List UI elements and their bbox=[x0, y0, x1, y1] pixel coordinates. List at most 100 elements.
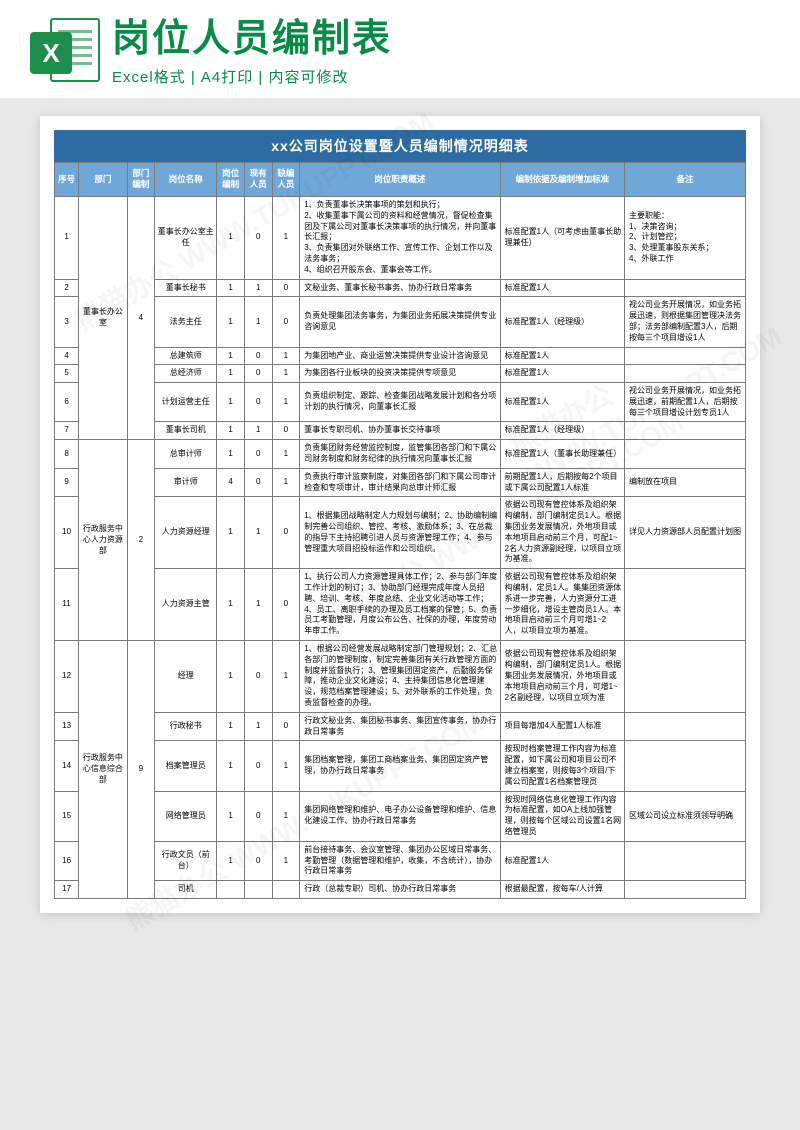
cell-standard: 标准配置1人（董事长助理兼任） bbox=[500, 440, 624, 469]
cell-lack: 1 bbox=[272, 365, 300, 383]
cell-current: 0 bbox=[244, 196, 272, 279]
cell-current: 1 bbox=[244, 279, 272, 297]
cell-lack: 0 bbox=[272, 279, 300, 297]
cell-position: 董事长司机 bbox=[155, 422, 217, 440]
cell-index: 1 bbox=[55, 196, 79, 279]
cell-position: 计划运营主任 bbox=[155, 383, 217, 422]
cell-position: 人力资源经理 bbox=[155, 497, 217, 569]
cell-pos-count: 1 bbox=[217, 279, 245, 297]
cell-dept: 行政服务中心信息综合部 bbox=[79, 641, 127, 899]
col-pos-count: 岗位编制 bbox=[217, 163, 245, 197]
cell-note bbox=[625, 741, 746, 791]
cell-note bbox=[625, 279, 746, 297]
table-row: 16行政文员（前台）101前台接待事务、会议室管理、集团办公区域日常事务、考勤管… bbox=[55, 841, 746, 880]
table-row: 5总经济师101为集团各行业板块的投资决策提供专项意见标准配置1人 bbox=[55, 365, 746, 383]
col-dept: 部门 bbox=[79, 163, 127, 197]
cell-note: 视公司业务开展情况，如业务拓展迅速，前期配置1人，后期按每三个项目增设计划专员1… bbox=[625, 383, 746, 422]
cell-pos-count: 1 bbox=[217, 841, 245, 880]
cell-note bbox=[625, 841, 746, 880]
table-row: 1董事长办公室4董事长办公室主任1011、负责董事长决策事项的策划和执行；2、收… bbox=[55, 196, 746, 279]
cell-position: 总经济师 bbox=[155, 365, 217, 383]
cell-lack: 1 bbox=[272, 841, 300, 880]
cell-index: 6 bbox=[55, 383, 79, 422]
cell-desc: 1、根据公司经营发展战略制定部门管理规划；2、汇总各部门的管理制度，制定完善集团… bbox=[300, 641, 500, 713]
cell-note bbox=[625, 569, 746, 641]
cell-standard: 依据公司现有管控体系及组织架构编制，定员1人。集集团资源体系进一步完善，人力资源… bbox=[500, 569, 624, 641]
cell-standard: 标准配置1人（可考虑由董事长助理兼任） bbox=[500, 196, 624, 279]
cell-note: 视公司业务开展情况，如业务拓展迅速，则根据集团管理决法务部；法务部编制配置3人，… bbox=[625, 297, 746, 347]
cell-standard: 标准配置1人（经理级） bbox=[500, 422, 624, 440]
cell-lack: 0 bbox=[272, 712, 300, 741]
cell-current: 0 bbox=[244, 841, 272, 880]
cell-position: 法务主任 bbox=[155, 297, 217, 347]
cell-pos-count: 1 bbox=[217, 712, 245, 741]
cell-index: 16 bbox=[55, 841, 79, 880]
cell-index: 5 bbox=[55, 365, 79, 383]
cell-lack: 0 bbox=[272, 497, 300, 569]
cell-current: 0 bbox=[244, 468, 272, 497]
cell-note bbox=[625, 422, 746, 440]
page-header: X 岗位人员编制表 Excel格式 | A4打印 | 内容可修改 bbox=[0, 0, 800, 98]
cell-desc: 行政（总裁专职）司机、协办行政日常事务 bbox=[300, 881, 500, 899]
table-row: 6计划运营主任101负责组织制定、跟踪、检查集团战略发展计划和各分项计划的执行情… bbox=[55, 383, 746, 422]
cell-lack: 1 bbox=[272, 347, 300, 365]
cell-desc: 负责组织制定、跟踪、检查集团战略发展计划和各分项计划的执行情况，向董事长汇报 bbox=[300, 383, 500, 422]
cell-index: 13 bbox=[55, 712, 79, 741]
cell-desc: 负责处理集团法务事务，为集团业务拓展决策提供专业咨询意见 bbox=[300, 297, 500, 347]
cell-desc: 前台接待事务、会议室管理、集团办公区域日常事务、考勤管理（数据管理和维护，收集，… bbox=[300, 841, 500, 880]
table-row: 10人力资源经理1101、根据集团战略制定人力规划与编制；2、协助编制编制完善公… bbox=[55, 497, 746, 569]
cell-position: 行政文员（前台） bbox=[155, 841, 217, 880]
cell-standard: 标准配置1人 bbox=[500, 841, 624, 880]
col-desc: 岗位职责概述 bbox=[300, 163, 500, 197]
cell-index: 7 bbox=[55, 422, 79, 440]
cell-standard: 按现时档案管理工作内容为标准配置，如下属公司和项目公司不建立档案室，则按每3个项… bbox=[500, 741, 624, 791]
cell-desc: 集团网络管理和维护、电子办公设备管理和维护、信息化建设工作、协办行政日常事务 bbox=[300, 791, 500, 841]
cell-pos-count: 1 bbox=[217, 347, 245, 365]
cell-current: 0 bbox=[244, 641, 272, 713]
cell-lack: 0 bbox=[272, 569, 300, 641]
cell-index: 9 bbox=[55, 468, 79, 497]
table-row: 13行政秘书110行政文秘业务、集团秘书事务、集团宣传事务，协办行政日常事务项目… bbox=[55, 712, 746, 741]
col-current: 现有人员 bbox=[244, 163, 272, 197]
cell-desc: 集团档案管理，集团工商档案业务、集团固定资产管理，协办行政日常事务 bbox=[300, 741, 500, 791]
excel-icon: X bbox=[30, 18, 100, 88]
table-row: 7董事长司机110董事长专职司机、协办董事长交待事项标准配置1人（经理级） bbox=[55, 422, 746, 440]
cell-note bbox=[625, 712, 746, 741]
cell-pos-count: 1 bbox=[217, 383, 245, 422]
cell-current: 1 bbox=[244, 422, 272, 440]
cell-dept-count: 9 bbox=[127, 641, 155, 899]
cell-index: 2 bbox=[55, 279, 79, 297]
cell-position: 行政秘书 bbox=[155, 712, 217, 741]
cell-standard: 项目每增加4人配置1人标准 bbox=[500, 712, 624, 741]
cell-desc: 1、执行公司人力资源管理具体工作；2、参与部门年度工作计划的制订；3、协助部门经… bbox=[300, 569, 500, 641]
cell-desc: 1、负责董事长决策事项的策划和执行；2、收集董事下属公司的资料和经营情况，督促检… bbox=[300, 196, 500, 279]
cell-standard: 依据公司现有管控体系及组织架构编制，部门编制定员1人。根据集团业务发展情况，外地… bbox=[500, 497, 624, 569]
cell-desc: 负责集团财务经营监控制度，监管集团各部门和下属公司财务制度和财务纪律的执行情况向… bbox=[300, 440, 500, 469]
cell-lack: 1 bbox=[272, 440, 300, 469]
cell-lack: 1 bbox=[272, 641, 300, 713]
cell-desc: 为集团各行业板块的投资决策提供专项意见 bbox=[300, 365, 500, 383]
cell-note: 主要职能：1、决策咨询；2、计划管控；3、处理董事股东关系；4、外联工作 bbox=[625, 196, 746, 279]
cell-current: 0 bbox=[244, 383, 272, 422]
cell-index: 4 bbox=[55, 347, 79, 365]
cell-pos-count: 1 bbox=[217, 196, 245, 279]
cell-position: 档案管理员 bbox=[155, 741, 217, 791]
col-position: 岗位名称 bbox=[155, 163, 217, 197]
cell-current: 1 bbox=[244, 712, 272, 741]
cell-standard: 按现时网络信息化管理工作内容为标准配置，如OA上线加强管理，则按每个区域公司设置… bbox=[500, 791, 624, 841]
cell-desc: 行政文秘业务、集团秘书事务、集团宣传事务，协办行政日常事务 bbox=[300, 712, 500, 741]
cell-standard: 标准配置1人（经理级） bbox=[500, 297, 624, 347]
col-index: 序号 bbox=[55, 163, 79, 197]
cell-position: 司机 bbox=[155, 881, 217, 899]
col-lack: 缺编人员 bbox=[272, 163, 300, 197]
cell-pos-count: 1 bbox=[217, 497, 245, 569]
cell-current: 0 bbox=[244, 365, 272, 383]
cell-index: 14 bbox=[55, 741, 79, 791]
table-row: 12行政服务中心信息综合部9经理1011、根据公司经营发展战略制定部门管理规划；… bbox=[55, 641, 746, 713]
cell-lack: 1 bbox=[272, 468, 300, 497]
cell-pos-count: 1 bbox=[217, 569, 245, 641]
cell-current: 0 bbox=[244, 347, 272, 365]
cell-standard: 依据公司现有管控体系及组织架构编制，部门编制定员1人。根据集团业务发展情况，外地… bbox=[500, 641, 624, 713]
table-row: 2董事长秘书110文秘业务、董事长秘书事务、协办行政日常事务标准配置1人 bbox=[55, 279, 746, 297]
cell-desc: 董事长专职司机、协办董事长交待事项 bbox=[300, 422, 500, 440]
